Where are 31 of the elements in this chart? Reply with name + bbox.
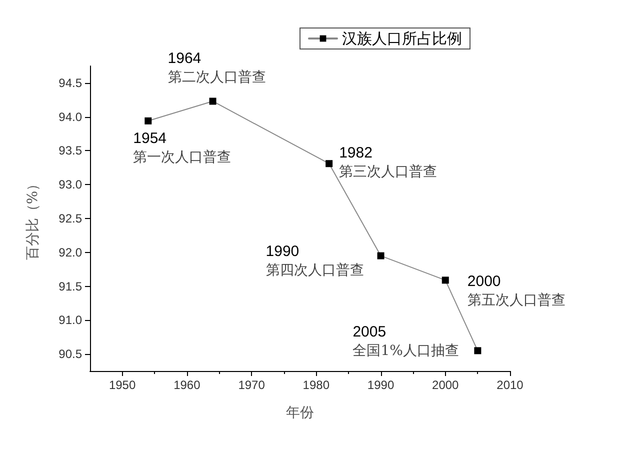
x-tick-label: 2000 xyxy=(432,378,460,392)
x-tick-label: 1990 xyxy=(367,378,394,392)
point xyxy=(209,98,216,105)
annotation: 1990 第四次人口普查 xyxy=(266,242,364,278)
legend-label: 汉族人口所占比例 xyxy=(342,30,462,48)
y-tick-label: 90.5 xyxy=(58,347,82,362)
x-tick-label: 1970 xyxy=(238,378,266,392)
point xyxy=(442,276,449,284)
point xyxy=(326,160,333,168)
point xyxy=(144,117,152,124)
y-tick-label: 92.0 xyxy=(58,245,82,260)
y-tick-label: 92.5 xyxy=(58,212,82,226)
y-axis-title: 百分比（%） xyxy=(25,176,41,260)
annotation: 1964 第二次人口普查 xyxy=(168,50,266,86)
point xyxy=(474,347,482,354)
annotation: 1954 第一次人口普查 xyxy=(133,130,232,166)
point xyxy=(377,252,384,260)
y-tick-label: 91.0 xyxy=(58,313,82,328)
x-tick-label: 2010 xyxy=(496,378,524,392)
y-tick-label: 94.0 xyxy=(58,110,82,124)
x-tick-label: 1980 xyxy=(302,378,330,392)
annotation: 2005 全国1%人口抽查 xyxy=(352,324,459,360)
y-tick-label: 93.5 xyxy=(58,144,82,158)
x-axis-title: 年份 xyxy=(286,405,314,421)
y-tick-label: 94.5 xyxy=(58,76,82,90)
y-tick-label: 93.0 xyxy=(58,178,82,192)
x-tick-label: 1960 xyxy=(174,378,201,392)
y-tick-label: 91.5 xyxy=(58,279,82,294)
annotation: 1982 第三次人口普查 xyxy=(339,144,438,180)
annotation: 2000 第五次人口普查 xyxy=(467,273,566,309)
x-tick-label: 1950 xyxy=(108,378,136,392)
